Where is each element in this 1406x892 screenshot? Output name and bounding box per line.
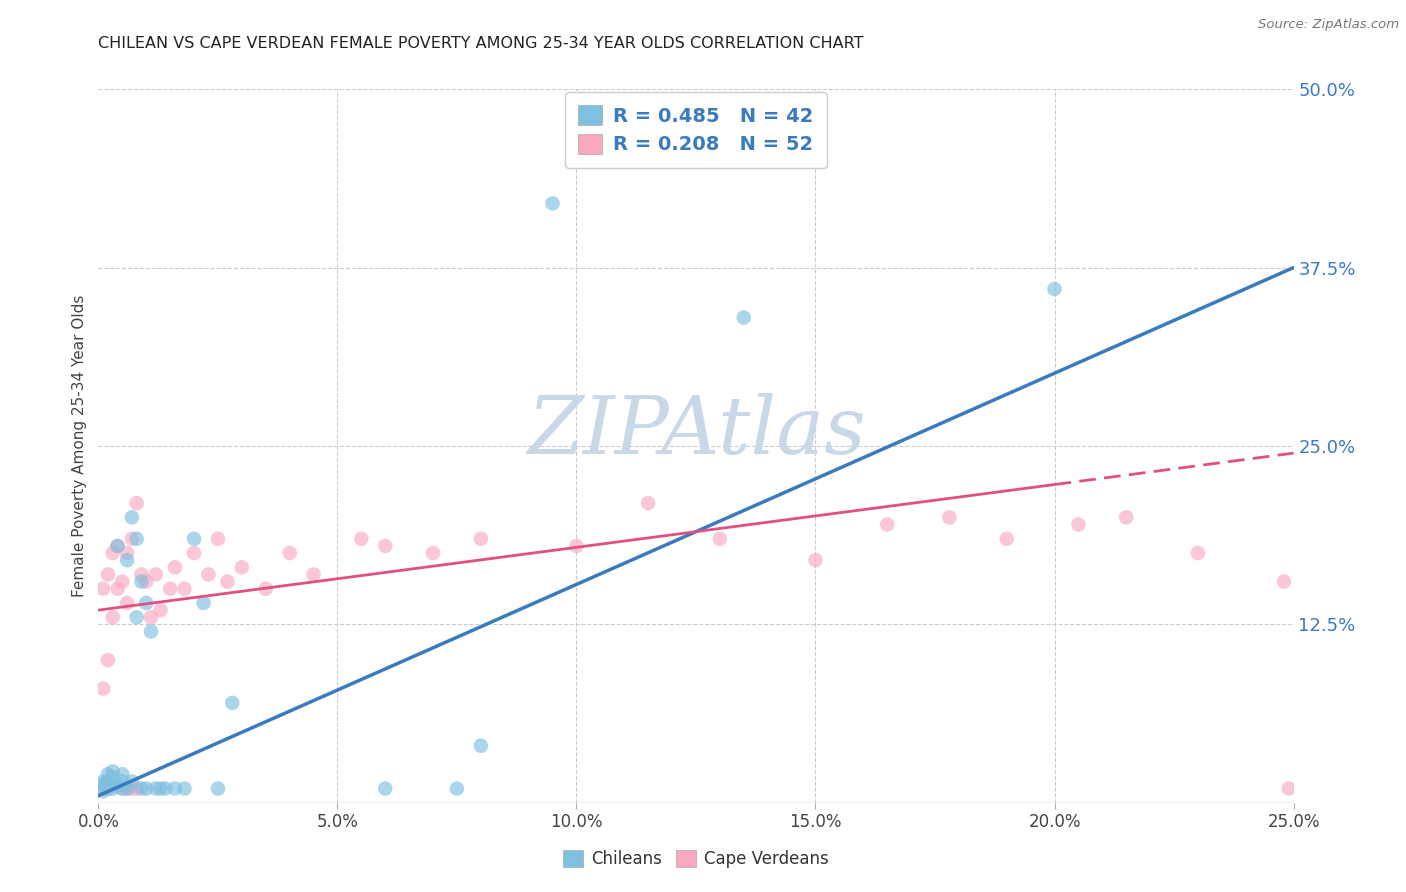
Point	[995, 532, 1018, 546]
Point	[1278, 781, 1301, 796]
Point	[197, 567, 219, 582]
Point	[97, 567, 120, 582]
Point	[149, 603, 172, 617]
Point	[101, 770, 124, 784]
Point	[121, 781, 143, 796]
Point	[97, 781, 120, 796]
Legend: Chileans, Cape Verdeans: Chileans, Cape Verdeans	[555, 842, 837, 877]
Point	[446, 781, 468, 796]
Point	[135, 781, 157, 796]
Point	[254, 582, 277, 596]
Point	[374, 781, 396, 796]
Point	[1115, 510, 1137, 524]
Text: ZIPAtlas: ZIPAtlas	[527, 393, 865, 470]
Point	[91, 781, 114, 796]
Point	[91, 784, 114, 798]
Point	[173, 582, 195, 596]
Point	[91, 777, 114, 791]
Point	[938, 510, 960, 524]
Point	[97, 781, 120, 796]
Point	[145, 567, 167, 582]
Point	[101, 781, 124, 796]
Point	[149, 781, 172, 796]
Point	[91, 582, 114, 596]
Point	[131, 567, 153, 582]
Point	[121, 510, 143, 524]
Point	[111, 767, 134, 781]
Point	[121, 532, 143, 546]
Point	[1272, 574, 1295, 589]
Point	[97, 767, 120, 781]
Point	[97, 774, 120, 789]
Point	[876, 517, 898, 532]
Point	[302, 567, 325, 582]
Point	[115, 781, 138, 796]
Point	[101, 546, 124, 560]
Point	[91, 781, 114, 796]
Point	[139, 624, 162, 639]
Point	[107, 539, 129, 553]
Point	[125, 610, 148, 624]
Point	[733, 310, 755, 325]
Point	[470, 739, 492, 753]
Point	[139, 610, 162, 624]
Point	[121, 774, 143, 789]
Point	[183, 546, 205, 560]
Point	[101, 779, 124, 793]
Point	[541, 196, 564, 211]
Point	[135, 596, 157, 610]
Point	[193, 596, 215, 610]
Point	[107, 539, 129, 553]
Point	[111, 774, 134, 789]
Point	[183, 532, 205, 546]
Point	[709, 532, 731, 546]
Point	[107, 582, 129, 596]
Point	[101, 764, 124, 779]
Point	[1043, 282, 1066, 296]
Point	[107, 779, 129, 793]
Point	[111, 781, 134, 796]
Point	[231, 560, 253, 574]
Point	[374, 539, 396, 553]
Point	[115, 781, 138, 796]
Point	[125, 532, 148, 546]
Point	[173, 781, 195, 796]
Point	[131, 781, 153, 796]
Point	[1187, 546, 1209, 560]
Point	[97, 779, 120, 793]
Point	[101, 610, 124, 624]
Point	[131, 574, 153, 589]
Point	[207, 532, 229, 546]
Point	[163, 781, 186, 796]
Point	[91, 681, 114, 696]
Point	[115, 546, 138, 560]
Point	[125, 781, 148, 796]
Point	[125, 496, 148, 510]
Point	[637, 496, 659, 510]
Point	[470, 532, 492, 546]
Point	[111, 781, 134, 796]
Point	[1067, 517, 1090, 532]
Text: Source: ZipAtlas.com: Source: ZipAtlas.com	[1258, 18, 1399, 31]
Point	[115, 553, 138, 567]
Point	[804, 553, 827, 567]
Point	[565, 539, 588, 553]
Point	[111, 574, 134, 589]
Point	[97, 653, 120, 667]
Point	[91, 774, 114, 789]
Point	[207, 781, 229, 796]
Point	[278, 546, 301, 560]
Point	[155, 781, 177, 796]
Point	[350, 532, 373, 546]
Text: CHILEAN VS CAPE VERDEAN FEMALE POVERTY AMONG 25-34 YEAR OLDS CORRELATION CHART: CHILEAN VS CAPE VERDEAN FEMALE POVERTY A…	[98, 36, 863, 51]
Point	[159, 582, 181, 596]
Point	[221, 696, 243, 710]
Point	[422, 546, 444, 560]
Point	[145, 781, 167, 796]
Point	[135, 574, 157, 589]
Point	[163, 560, 186, 574]
Y-axis label: Female Poverty Among 25-34 Year Olds: Female Poverty Among 25-34 Year Olds	[72, 295, 87, 597]
Point	[115, 596, 138, 610]
Point	[217, 574, 239, 589]
